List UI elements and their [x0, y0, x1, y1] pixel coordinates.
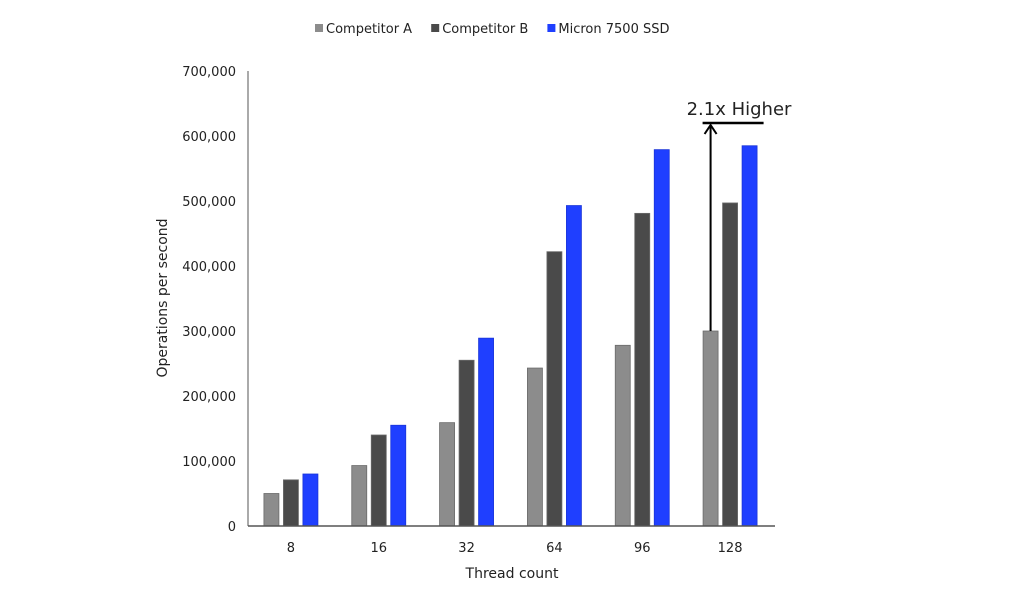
bar-competitor-b-64: [546, 251, 563, 527]
bars: [263, 145, 758, 527]
x-axis: 8 16 32 64 96 128: [248, 525, 775, 556]
y-tick-label: 700,000: [182, 65, 236, 80]
y-tick-label: 300,000: [182, 325, 236, 340]
y-axis-label: Operations per second: [155, 218, 171, 377]
arrow-head-icon: [703, 123, 718, 135]
y-tick-label: 0: [228, 520, 236, 535]
bar-micron-7500-ssd-96: [653, 149, 670, 527]
x-tick-label: 16: [370, 541, 387, 556]
y-tick-label: 200,000: [182, 390, 236, 405]
y-tick-label: 600,000: [182, 130, 236, 145]
bar-micron-7500-ssd-32: [478, 337, 494, 527]
bar-competitor-b-8: [283, 479, 299, 527]
legend-label: Micron 7500 SSD: [558, 22, 669, 37]
legend-label: Competitor B: [442, 22, 528, 37]
annotation-label: 2.1x Higher: [687, 99, 792, 120]
x-tick-label: 8: [287, 541, 295, 556]
annotation: 2.1x Higher: [687, 99, 792, 331]
bar-micron-7500-ssd-64: [566, 205, 582, 527]
y-axis: 0 100,000 200,000 300,000 400,000 500,000 600,…: [182, 65, 249, 535]
x-tick-label: 96: [634, 541, 651, 556]
x-axis-label: Thread count: [465, 566, 559, 582]
bar-competitor-a-32: [439, 422, 455, 527]
legend-swatch: [431, 24, 440, 32]
legend-label: Competitor A: [326, 22, 412, 37]
bar-competitor-b-16: [370, 434, 387, 527]
bar-micron-7500-ssd-128: [741, 145, 758, 527]
x-tick-label: 128: [718, 541, 743, 556]
bar-competitor-a-128: [702, 330, 719, 527]
legend: Competitor A Competitor B Micron 7500 SSD: [315, 22, 669, 37]
bar-competitor-b-128: [722, 202, 738, 527]
y-tick-label: 500,000: [182, 195, 236, 210]
bar-micron-7500-ssd-16: [390, 424, 407, 527]
bar-micron-7500-ssd-8: [302, 473, 319, 527]
bar-competitor-b-32: [458, 359, 475, 527]
bar-competitor-a-8: [263, 493, 280, 527]
legend-swatch: [315, 24, 323, 32]
bar-competitor-b-96: [634, 212, 651, 527]
bar-competitor-a-96: [614, 344, 631, 527]
x-tick-label: 64: [546, 541, 563, 556]
y-tick-label: 400,000: [182, 260, 236, 275]
legend-swatch: [547, 24, 556, 32]
x-tick-label: 32: [458, 541, 475, 556]
y-tick-label: 100,000: [182, 455, 236, 470]
bar-competitor-a-64: [527, 367, 543, 527]
bar-competitor-a-16: [351, 465, 368, 527]
